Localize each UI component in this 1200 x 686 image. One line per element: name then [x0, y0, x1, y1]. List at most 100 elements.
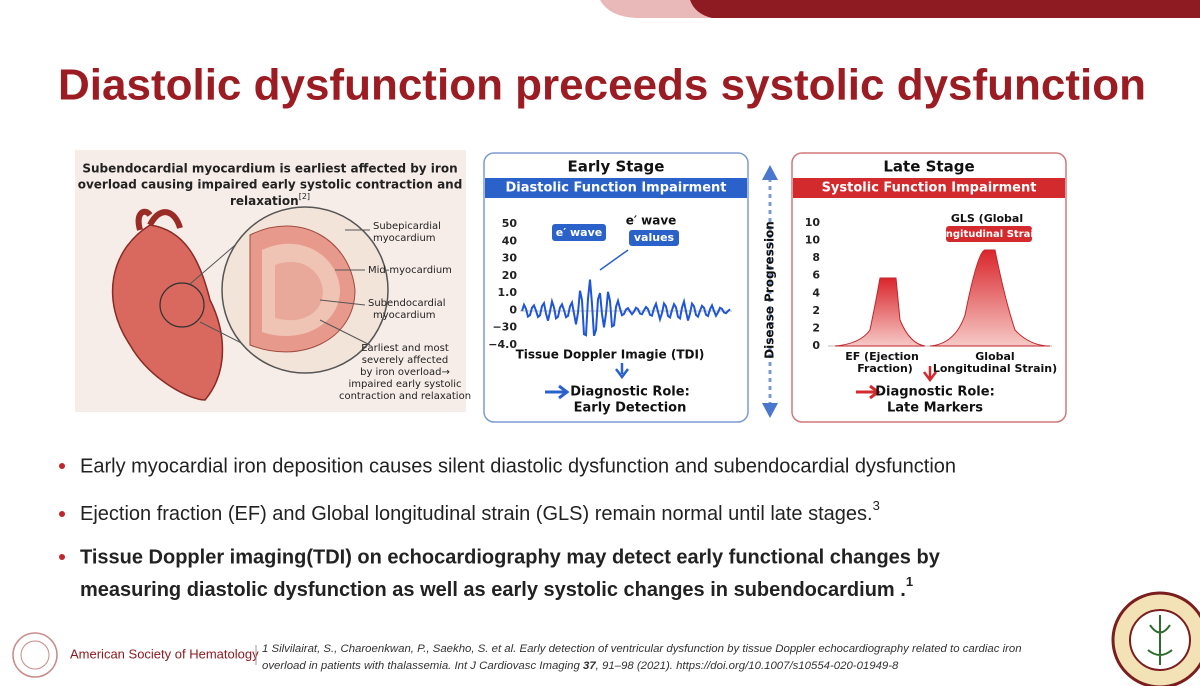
axis-label: 4 [812, 286, 820, 299]
callout: Longitudinal Strain) [933, 229, 1046, 240]
early-stage-figure: Early Stage Diastolic Function Impairmen… [483, 152, 749, 423]
ash-logo [20, 640, 50, 670]
bullet-ref: 1 [906, 574, 913, 589]
reference-part: , 91–98 (2021). https://doi.org/10.1007/… [596, 660, 899, 672]
caption-line: relaxation [230, 194, 299, 208]
organization: American Society of Hematology [70, 646, 259, 661]
panel [483, 152, 749, 423]
bullet: measuring diastolic dysfunction as well … [80, 574, 913, 601]
caption: Subendocardial myocardium is earliest af… [82, 162, 457, 176]
heart-vessel [135, 208, 183, 231]
role-arrow [856, 384, 881, 400]
bullet-dot [59, 511, 65, 517]
x-label: Fraction) [857, 362, 913, 375]
bullet-ref: 3 [873, 498, 880, 513]
role-arrow [545, 384, 570, 400]
bullet-line: measuring diastolic dysfunction as well … [80, 579, 906, 601]
institute-emblem [1147, 615, 1173, 665]
caption-ref: [2] [299, 192, 310, 201]
axis-label: 6 [812, 269, 820, 282]
note: contraction and relaxation [339, 391, 471, 402]
panel [791, 152, 1067, 423]
anatomy-figure: Subendocardial myocardium is earliest af… [75, 150, 471, 412]
leader [319, 319, 371, 346]
footer: American Society of Hematology 1 Silvila… [12, 591, 1200, 686]
axis-label: 20 [502, 269, 518, 282]
ef-peak [834, 277, 926, 347]
callout-box [629, 230, 679, 246]
axis-label: 40 [502, 234, 518, 247]
layer-label: Mid-myocardium [368, 265, 452, 276]
callout-box [946, 226, 1032, 242]
tdi-wave [521, 279, 731, 337]
x-label: Global [975, 350, 1014, 363]
bullet: Ejection fraction (EF) and Global longit… [80, 498, 880, 525]
layer-subendocardial [275, 261, 323, 321]
layer-label: Subendocardial [368, 298, 446, 309]
down-arrow [923, 366, 937, 383]
panel-banner [793, 178, 1065, 198]
axis-label: 50 [502, 217, 518, 230]
layer-label: myocardium [373, 233, 436, 244]
role: Early Detection [574, 401, 687, 416]
banner-text: Systolic Function Impairment [822, 181, 1037, 196]
callout: GLS (Global [951, 212, 1023, 225]
bullet-dot [59, 463, 65, 469]
ash-logo [12, 632, 58, 678]
callout: e′ wave [626, 214, 677, 228]
gls-peak [929, 249, 1051, 347]
note: impaired early systolic [348, 379, 461, 390]
leader [319, 299, 366, 306]
axis-label: 2 [812, 321, 820, 334]
role: Diagnostic Role: [570, 385, 690, 400]
x-label: EF (Ejection [845, 350, 919, 363]
down-arrow [615, 363, 629, 380]
caption: overload causing impaired early systolic… [78, 178, 463, 192]
reference-volume: 37 [583, 660, 596, 672]
axis-label: 8 [812, 251, 820, 264]
bullet: Tissue Doppler imaging(TDI) on echocardi… [80, 546, 941, 568]
layer-label: Subepicardial [373, 221, 441, 232]
heart [111, 224, 224, 401]
reference-part: overload in patients with thalassemia. I… [262, 660, 583, 672]
callout-box [552, 224, 606, 241]
axis-label: 1.0 [498, 286, 518, 299]
late-stage-figure: Late Stage Systolic Function Impairment … [791, 152, 1067, 423]
role: Diagnostic Role: [875, 385, 995, 400]
role: Late Markers [887, 401, 983, 416]
axis-label: 0 [509, 303, 517, 316]
zoom-marker [159, 282, 205, 328]
reference: overload in patients with thalassemia. I… [262, 660, 899, 672]
x-label: Tissue Doppler Imagie (TDI) [516, 348, 705, 362]
panel-title: Early Stage [568, 158, 665, 176]
panel-banner [485, 178, 747, 198]
layer-label: myocardium [373, 310, 436, 321]
callout-arrow [599, 249, 629, 271]
x-label: Longitudinal Strain) [933, 362, 1057, 375]
callout: e′ wave [556, 226, 602, 239]
banner-band [690, 0, 1200, 18]
slide-title: Diastolic dysfunction preceeds systolic … [58, 61, 1146, 110]
panel-title: Late Stage [883, 158, 974, 176]
note: severely affected [362, 355, 448, 366]
banner-text: Diastolic Function Impairment [505, 181, 726, 196]
bullet-dot [59, 554, 65, 560]
callout: values [634, 231, 675, 244]
axis-label: 2 [812, 304, 820, 317]
axis-label: −30 [492, 321, 517, 334]
caption: relaxation[2] [230, 192, 310, 208]
progression-label: Disease Progression [763, 221, 777, 359]
axis-label: 10 [805, 216, 821, 229]
progression: Disease Progression [762, 165, 778, 418]
axis-label: 30 [502, 252, 518, 265]
axis-label: 10 [805, 234, 821, 247]
bullet-list: Early myocardial iron deposition causes … [59, 455, 956, 601]
note: Earliest and most [361, 343, 449, 354]
reference: 1 Silvilairat, S., Charoenkwan, P., Saek… [262, 643, 1022, 655]
axis-label: 0 [812, 339, 820, 352]
bullet-line: Ejection fraction (EF) and Global longit… [80, 503, 873, 525]
bullet: Early myocardial iron deposition causes … [80, 455, 956, 477]
